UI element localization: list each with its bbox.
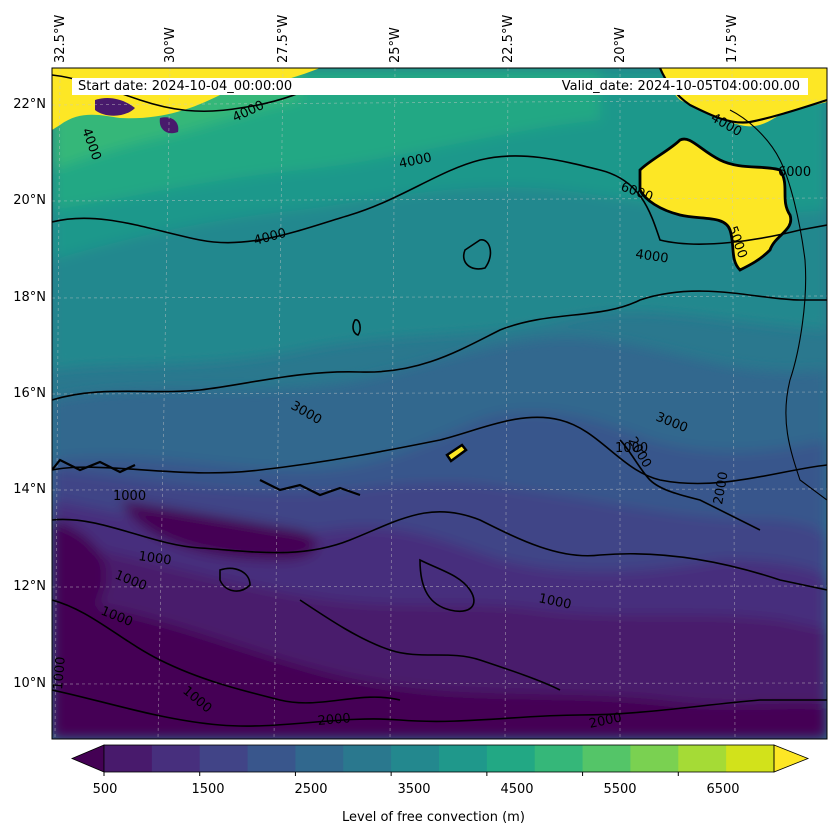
map-frame xyxy=(51,67,828,740)
contour-label: 1000 xyxy=(113,489,146,504)
longitude-label: 27.5°W xyxy=(276,14,291,63)
contour-label: 2000 xyxy=(317,711,351,729)
contour-label: 4000 xyxy=(634,247,669,266)
contour-label: 1000 xyxy=(615,441,648,456)
longitude-label: 20°W xyxy=(613,27,628,63)
contour-label: 6000 xyxy=(778,165,811,180)
contour-label: 2000 xyxy=(588,710,623,732)
colorbar-tick-label: 3500 xyxy=(397,782,431,797)
colorbar-tick-label: 4500 xyxy=(500,782,534,797)
latitude-label: 12°N xyxy=(13,579,46,594)
latitude-label: 22°N xyxy=(13,97,46,112)
latitude-label: 16°N xyxy=(13,386,46,401)
contour-label: 1000 xyxy=(537,591,572,613)
longitude-label: 32.5°W xyxy=(53,14,68,63)
contour-label: 1000 xyxy=(137,549,172,568)
longitude-label: 17.5°W xyxy=(725,14,740,63)
latitude-label: 18°N xyxy=(13,290,46,305)
info-box: Start date: 2024-10-04_00:00:00 Valid_da… xyxy=(72,78,808,95)
colorbar-tick-label: 5500 xyxy=(603,782,637,797)
latitude-label: 20°N xyxy=(13,193,46,208)
latitude-label: 10°N xyxy=(13,676,46,691)
contour-label: 4000 xyxy=(398,150,433,172)
colorbar-tick-label: 500 xyxy=(92,782,118,797)
start-date-label: Start date: 2024-10-04_00:00:00 xyxy=(78,79,293,94)
valid-date-label: Valid_date: 2024-10-05T04:00:00.00 xyxy=(561,79,800,94)
contour-label: 2000 xyxy=(711,470,732,505)
colorbar-tick-label: 6500 xyxy=(706,782,740,797)
longitude-label: 30°W xyxy=(163,27,178,63)
contour-lines xyxy=(52,68,827,727)
gridlines xyxy=(52,68,827,739)
contour-label: 1000 xyxy=(51,656,69,690)
longitude-label: 25°W xyxy=(388,27,403,63)
colorbar-tick-label: 2500 xyxy=(294,782,328,797)
filled-contours xyxy=(52,68,827,739)
colorbar-tick-label: 1500 xyxy=(191,782,225,797)
latitude-label: 14°N xyxy=(13,482,46,497)
high-lfc-region-east xyxy=(640,139,791,270)
colorbar-title: Level of free convection (m) xyxy=(342,810,525,825)
longitude-label: 22.5°W xyxy=(501,14,516,63)
